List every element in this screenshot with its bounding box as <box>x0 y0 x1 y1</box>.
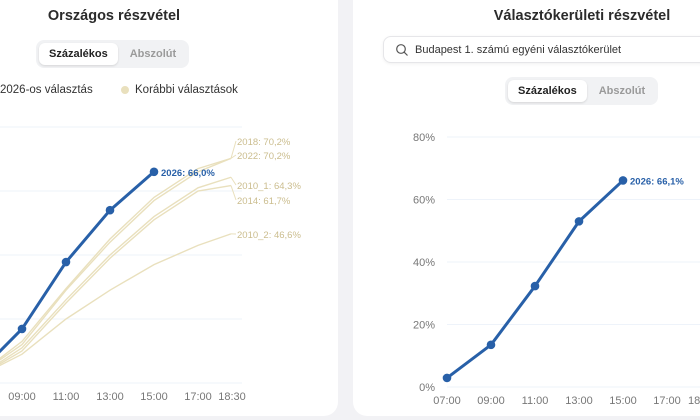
x-tick-label: 17:00 <box>184 391 212 403</box>
legend-current[interactable]: 2026-os választás <box>0 84 93 96</box>
end-label-2026: 2026: 66,1% <box>630 176 684 187</box>
district-card <box>353 0 700 416</box>
y-tick-label: 80% <box>413 132 435 144</box>
district-toggle: Százalékos Abszolút <box>505 77 659 105</box>
x-tick-label: 15:00 <box>609 395 637 407</box>
search-value: Budapest 1. számú egyéni választókerület <box>415 43 622 56</box>
x-tick-label: 15:00 <box>140 391 168 403</box>
label-connector <box>230 140 237 159</box>
legend-previous-label: Korábbi választások <box>135 84 238 96</box>
data-point <box>530 281 540 291</box>
national-title: Országos részvétel <box>47 8 181 24</box>
data-point <box>149 167 159 177</box>
data-point <box>17 324 27 334</box>
y-tick-label: 20% <box>413 320 435 332</box>
x-tick-label: 09:00 <box>477 395 505 407</box>
series-line-2014 <box>0 184 232 365</box>
end-label-2010_2: 2010_2: 46,6% <box>237 230 301 241</box>
x-tick-label: 09:00 <box>8 391 36 403</box>
end-label-2014: 2014: 61,7% <box>237 196 291 207</box>
data-point <box>61 257 71 267</box>
series-line-2022 <box>0 157 232 361</box>
toggle-percent[interactable]: Százalékos <box>508 80 587 102</box>
series-line-2018 <box>0 157 232 360</box>
y-tick-label: 0% <box>419 382 435 394</box>
toggle-absolute[interactable]: Abszolút <box>129 48 177 60</box>
series-line-2010_1 <box>0 176 232 364</box>
toggle-percent[interactable]: Százalékos <box>39 43 118 65</box>
legend-previous[interactable]: Korábbi választások <box>121 84 238 96</box>
x-tick-label: 11:00 <box>522 395 549 407</box>
search-icon <box>396 43 408 56</box>
x-tick-label: 07:00 <box>433 395 461 407</box>
data-point <box>442 373 452 383</box>
data-point <box>486 340 496 350</box>
x-tick-label: 11:00 <box>53 391 80 403</box>
x-tick-label: 13:00 <box>96 391 124 403</box>
legend-previous-dot <box>121 86 129 94</box>
legend-current-label: 2026-os választás <box>0 84 93 96</box>
data-point <box>105 205 115 215</box>
end-label-2010_1: 2010_1: 64,3% <box>237 181 301 192</box>
x-tick-label: 17:00 <box>653 395 681 407</box>
national-toggle: Százalékos Abszolút <box>36 40 190 68</box>
x-tick-label: 13:00 <box>565 395 593 407</box>
data-point <box>618 176 628 185</box>
y-tick-label: 60% <box>413 195 435 207</box>
data-point <box>574 217 584 226</box>
y-tick-label: 40% <box>413 257 435 269</box>
national-card <box>0 0 338 416</box>
x-tick-label: 18:30 <box>688 395 700 407</box>
toggle-absolute[interactable]: Abszolút <box>598 85 646 97</box>
label-connector <box>230 154 237 159</box>
series-line-2026 <box>446 179 625 380</box>
end-label-2026: 2026: 66,0% <box>161 168 215 179</box>
label-connector <box>230 185 237 201</box>
x-tick-label: 18:30 <box>218 391 246 403</box>
end-label-2022: 2022: 70,2% <box>237 151 291 162</box>
district-search-input[interactable]: Budapest 1. számú egyéni választókerület <box>383 36 700 63</box>
series-line-2010_2 <box>0 233 232 367</box>
label-connector <box>230 176 237 186</box>
district-title: Választókerületi részvétel <box>493 8 671 24</box>
end-label-2018: 2018: 70,2% <box>237 137 291 148</box>
